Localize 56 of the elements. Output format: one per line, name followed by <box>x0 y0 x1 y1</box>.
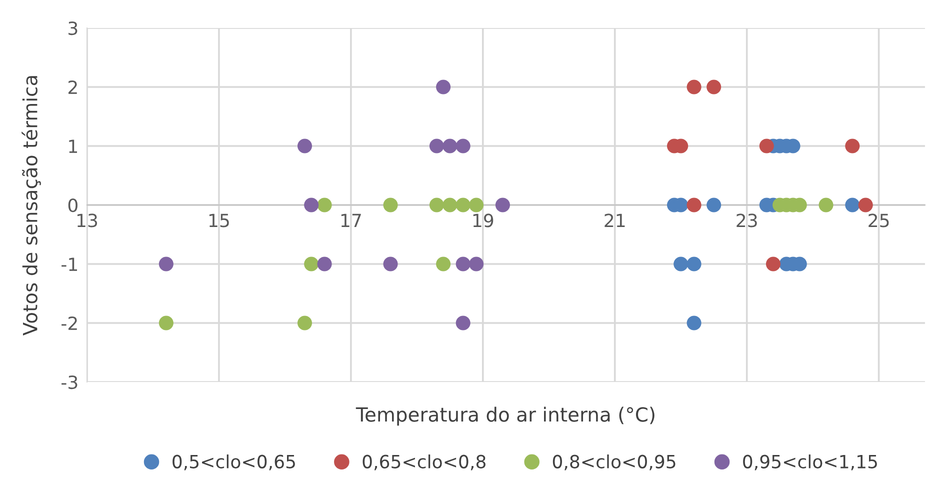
point <box>317 256 332 272</box>
point <box>495 198 510 212</box>
legend-label: 0,8<clo<0,95 <box>552 454 676 470</box>
point <box>442 138 458 154</box>
y-tick-label: -2 <box>62 316 77 330</box>
y-tick-label: 2 <box>68 80 77 94</box>
point <box>469 198 484 212</box>
legend-label: 0,95<clo<1,15 <box>743 454 877 470</box>
point <box>845 138 860 154</box>
y-tick-label: -3 <box>62 375 78 390</box>
point <box>429 138 444 154</box>
legend-label: 0,5<clo<0,65 <box>172 454 295 470</box>
point <box>158 316 174 330</box>
point <box>304 198 319 212</box>
point <box>818 198 834 212</box>
point <box>686 80 702 94</box>
y-tick-label: -1 <box>62 258 77 271</box>
point <box>858 198 873 212</box>
point <box>297 316 312 330</box>
point <box>297 138 312 154</box>
x-tick-label: 25 <box>868 214 889 228</box>
x-tick-label: 13 <box>77 214 98 228</box>
y-tick-label: 3 <box>68 21 78 36</box>
x-tick-label: 23 <box>736 214 757 228</box>
point <box>674 256 688 272</box>
point <box>456 138 470 154</box>
point <box>436 256 451 272</box>
point <box>766 256 781 272</box>
point <box>686 198 702 212</box>
point <box>383 198 398 212</box>
y-tick-label: 1 <box>69 140 77 153</box>
x-tick-label: 15 <box>209 214 229 228</box>
point <box>436 80 451 94</box>
point <box>383 256 398 272</box>
point <box>317 198 332 212</box>
point <box>759 138 774 154</box>
point <box>686 256 702 272</box>
point <box>456 198 470 212</box>
point <box>456 316 470 330</box>
point <box>304 256 319 272</box>
x-tick-label: 21 <box>604 214 625 228</box>
x-axis-title: Temperatura do ar interna (°C) <box>356 406 654 426</box>
point <box>158 256 174 272</box>
x-tick-label: 19 <box>473 214 494 228</box>
point <box>706 198 722 212</box>
point <box>706 80 722 94</box>
point <box>469 256 484 272</box>
point <box>456 256 470 272</box>
point <box>845 198 860 212</box>
y-axis-title: Votos de sensação térmica <box>22 76 41 336</box>
point <box>686 316 702 330</box>
x-tick-label: 17 <box>341 214 361 228</box>
y-tick-label: 0 <box>68 198 78 212</box>
point <box>442 198 458 212</box>
legend-label: 0,65<clo<0,8 <box>362 454 486 470</box>
point <box>429 198 444 212</box>
